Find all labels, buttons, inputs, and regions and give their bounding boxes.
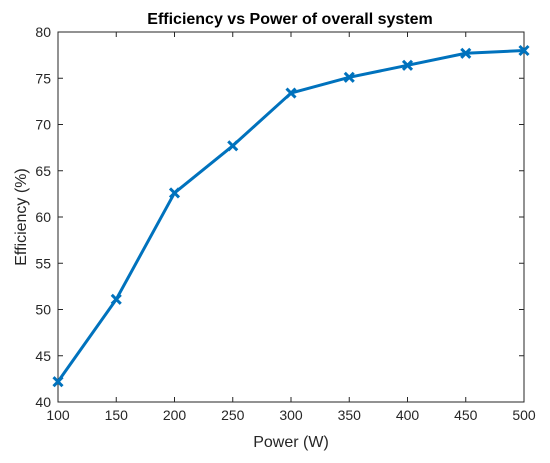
y-tick-label: 55 bbox=[35, 255, 51, 271]
series-layer bbox=[52, 44, 530, 388]
y-axis: 40 45 50 55 60 65 70 75 80 bbox=[35, 24, 524, 410]
chart-title: Efficiency vs Power of overall system bbox=[147, 11, 432, 28]
x-tick-label: 200 bbox=[163, 407, 187, 423]
y-axis-label: Efficiency (%) bbox=[13, 168, 30, 266]
y-tick-label: 40 bbox=[35, 394, 51, 410]
y-tick-label: 70 bbox=[35, 117, 51, 133]
data-point-marker bbox=[343, 71, 355, 83]
data-point-marker bbox=[52, 376, 64, 388]
data-point-marker bbox=[227, 140, 239, 152]
data-point-marker bbox=[518, 44, 530, 57]
x-tick-label: 100 bbox=[46, 407, 70, 423]
x-tick-label: 150 bbox=[105, 407, 129, 423]
y-tick-label: 65 bbox=[35, 163, 51, 179]
data-point-marker bbox=[168, 187, 181, 199]
data-point-marker bbox=[285, 87, 297, 99]
y-tick-label: 75 bbox=[35, 70, 51, 86]
y-tick-label: 80 bbox=[35, 24, 51, 40]
x-tick-label: 350 bbox=[338, 407, 362, 423]
data-point-marker bbox=[460, 47, 472, 59]
data-point-marker bbox=[110, 293, 122, 305]
x-tick-label: 300 bbox=[279, 407, 303, 423]
y-tick-label: 50 bbox=[35, 302, 51, 318]
x-tick-label: 450 bbox=[454, 407, 478, 423]
x-tick-label: 500 bbox=[512, 407, 536, 423]
y-tick-label: 45 bbox=[35, 348, 51, 364]
x-tick-label: 250 bbox=[221, 407, 245, 423]
data-point-marker bbox=[401, 59, 414, 71]
plot-area bbox=[57, 31, 525, 403]
y-tick-label: 60 bbox=[35, 209, 51, 225]
x-tick-label: 400 bbox=[396, 407, 420, 423]
x-axis-label: Power (W) bbox=[253, 434, 329, 451]
x-axis: 100 150 200 250 300 350 400 450 500 bbox=[46, 32, 536, 423]
